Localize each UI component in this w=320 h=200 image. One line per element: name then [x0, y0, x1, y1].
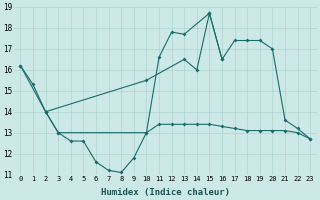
X-axis label: Humidex (Indice chaleur): Humidex (Indice chaleur) [101, 188, 230, 197]
